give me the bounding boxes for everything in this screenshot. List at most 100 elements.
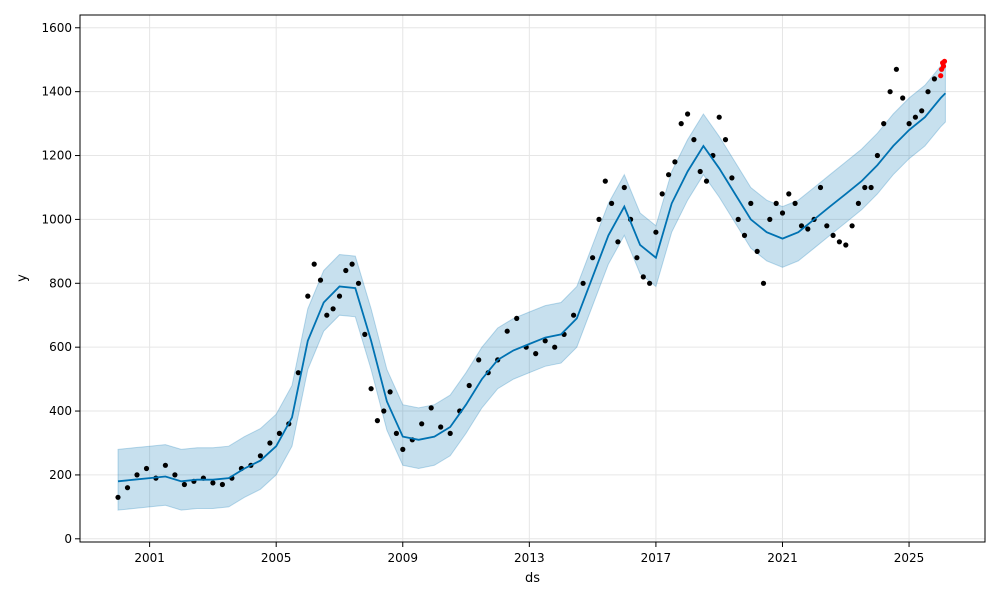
observed-point-5 [162, 462, 168, 468]
plot-frame [79, 14, 986, 543]
observed-point-0 [115, 494, 121, 500]
observed-point-66 [659, 191, 665, 197]
observed-point-17 [276, 430, 282, 436]
observed-point-34 [393, 430, 399, 436]
observed-point-10 [210, 480, 216, 486]
observed-point-21 [311, 261, 317, 267]
y-axis-label: y [15, 274, 30, 282]
observed-point-29 [362, 331, 368, 337]
observed-point-95 [843, 242, 849, 248]
observed-point-49 [533, 351, 539, 357]
observed-point-86 [786, 191, 792, 197]
observed-point-32 [381, 408, 387, 414]
observed-point-96 [849, 223, 855, 229]
observed-point-19 [295, 370, 301, 376]
x-tick-label-1: 2005 [261, 551, 292, 565]
observed-point-65 [653, 229, 659, 235]
y-tick-label-6: 1200 [41, 149, 72, 163]
observed-point-78 [735, 216, 741, 222]
observed-point-94 [836, 239, 843, 245]
observed-point-69 [678, 121, 684, 127]
observed-point-76 [722, 137, 729, 143]
observed-point-43 [476, 357, 482, 363]
observed-point-72 [697, 168, 703, 175]
observed-point-16 [267, 440, 273, 446]
observed-point-63 [640, 274, 646, 280]
y-tick-label-8: 1600 [41, 21, 72, 35]
y-tick-label-4: 800 [49, 276, 72, 290]
observed-point-26 [343, 267, 349, 274]
plot-area: 2001 2005 2009 2013 2017 2021 2025 0 200 400 600 80… [41, 14, 986, 565]
observed-point-71 [691, 137, 697, 143]
observed-point-23 [324, 312, 330, 318]
observed-point-88 [798, 223, 805, 229]
observed-point-100 [874, 152, 881, 159]
observed-point-15 [257, 453, 263, 459]
recent-point-0 [938, 73, 944, 79]
observed-point-11 [219, 481, 225, 488]
observed-point-103 [893, 66, 900, 72]
observed-point-99 [868, 184, 874, 191]
observed-point-107 [919, 108, 925, 114]
observed-point-24 [330, 306, 336, 312]
observed-point-47 [514, 315, 520, 321]
observed-point-20 [305, 293, 311, 299]
observed-point-46 [504, 328, 510, 334]
observed-point-58 [609, 200, 615, 206]
observed-point-51 [552, 344, 558, 350]
x-tick-label-5: 2021 [767, 551, 798, 565]
observed-point-85 [779, 210, 786, 216]
observed-point-60 [621, 184, 627, 191]
observed-point-108 [925, 89, 931, 95]
observed-point-25 [336, 293, 343, 299]
observed-point-54 [580, 280, 586, 286]
observed-point-79 [741, 232, 748, 238]
observed-point-38 [428, 405, 434, 411]
observed-point-59 [615, 239, 621, 245]
x-tick-label-2: 2009 [387, 551, 418, 565]
forecast-line [117, 92, 947, 483]
observed-point-64 [647, 280, 653, 286]
observed-point-3 [143, 465, 150, 472]
observed-point-39 [438, 424, 444, 430]
observed-point-104 [900, 95, 906, 101]
observed-point-106 [912, 114, 919, 120]
observed-point-75 [716, 114, 722, 120]
observed-point-68 [672, 159, 678, 165]
observed-point-87 [792, 200, 798, 206]
y-tick-label-7: 1400 [41, 85, 72, 99]
observed-point-84 [773, 200, 779, 206]
x-tick-label-0: 2001 [134, 551, 165, 565]
observed-point-101 [881, 121, 887, 127]
observed-point-83 [767, 216, 773, 222]
observed-point-98 [862, 184, 868, 191]
x-tick-label-4: 2017 [641, 551, 672, 565]
observed-point-1 [124, 485, 131, 491]
observed-point-57 [602, 178, 608, 184]
observed-point-35 [400, 446, 406, 452]
observed-point-82 [760, 280, 767, 286]
x-axis-label: ds [525, 571, 540, 586]
observed-point-97 [855, 200, 862, 206]
observed-point-80 [748, 200, 754, 206]
observed-point-67 [666, 172, 672, 178]
observed-point-93 [830, 232, 836, 238]
observed-point-42 [466, 382, 472, 389]
y-tick-label-0: 0 [64, 532, 72, 546]
recent-point-4 [941, 58, 948, 64]
observed-point-22 [317, 277, 324, 283]
observed-point-56 [596, 216, 602, 222]
y-tick-label-2: 400 [49, 404, 72, 418]
observed-point-37 [419, 421, 425, 427]
observed-point-6 [172, 472, 178, 478]
observed-point-55 [590, 255, 596, 261]
y-tick-label-3: 600 [49, 340, 72, 354]
x-tick-label-6: 2025 [894, 551, 925, 565]
x-tick-label-3: 2013 [514, 551, 545, 565]
observed-point-102 [887, 89, 893, 95]
observed-point-53 [571, 312, 577, 318]
observed-point-91 [817, 184, 824, 191]
observed-point-92 [824, 223, 830, 229]
